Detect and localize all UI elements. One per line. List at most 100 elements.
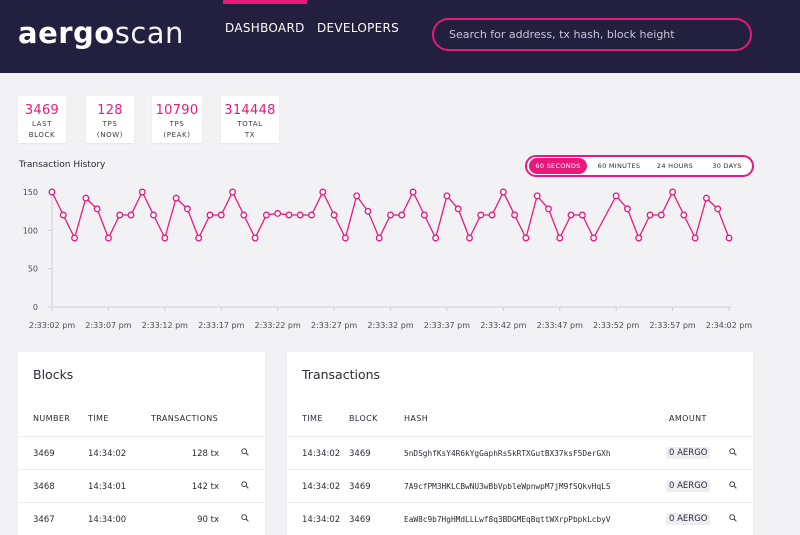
stat-label-line1: TOTAL [237,120,263,128]
data-point [217,211,225,219]
data-point [511,211,519,219]
stat-label-line1: TPS [169,120,185,128]
data-point [612,192,620,200]
block-tx-count: 142 tx [191,482,219,492]
range-60-minutes[interactable]: 60 MINUTES [593,158,645,174]
tx-time: 14:34:02 [302,449,341,459]
range-60-seconds[interactable]: 60 SECONDS [529,158,587,174]
table-row[interactable]: 3467 14:34:00 90 tx [18,502,265,535]
data-point [59,211,67,219]
data-point [206,211,214,219]
data-point [93,205,101,213]
data-point [229,188,236,196]
table-row[interactable]: 14:34:02 3469 EaW8c9b7HgHMdLLLwf8q3BDGME… [287,502,753,535]
tx-hash[interactable]: 5nDSghfKsY4R6kYgGaphRsSkRTXGutBX37ksF5De… [404,449,611,458]
x-tick-label: 2:33:57 pm [649,321,695,330]
data-point [702,194,710,202]
stat-label-line2: BLOCK [28,131,56,139]
tx-block[interactable]: 3469 [349,482,371,492]
block-time: 14:34:02 [88,449,127,459]
data-point [646,211,654,219]
data-point [669,188,677,196]
table-row[interactable]: 14:34:02 3469 5nDSghfKsY4R6kYgGaphRsSkRT… [287,436,753,469]
nav-dashboard[interactable]: DASHBOARD [223,0,307,35]
y-tick-label: 50 [28,265,38,274]
logo-light-text: scan [114,16,184,50]
data-point [387,211,394,219]
stat-label-line1: TPS [102,120,118,128]
transactions-title: Transactions [302,367,381,382]
search-box [432,18,752,51]
data-point [533,192,541,200]
stat-label-line2: TX [244,131,256,139]
col-transactions: TRANSACTIONS [151,414,219,423]
table-row[interactable]: 3468 14:34:01 142 tx [18,469,265,502]
x-tick-label: 2:33:52 pm [593,321,639,330]
magnifier-icon[interactable] [729,514,737,522]
col-block: BLOCK [349,414,378,423]
y-tick-label: 100 [23,226,38,235]
x-tick-label: 2:33:17 pm [198,321,244,330]
block-tx-count: 90 tx [197,515,219,525]
data-point [296,211,304,219]
search-input[interactable] [434,20,750,49]
data-point [161,234,169,242]
data-point [725,234,733,242]
data-point [71,234,79,242]
col-number: NUMBER [33,414,71,423]
data-point [82,194,90,202]
table-row[interactable]: 3469 14:34:02 128 tx [18,436,265,469]
tx-time: 14:34:02 [302,515,341,525]
data-point [635,234,643,242]
transactions-panel: Transactions TIME BLOCK HASH AMOUNT 14:3… [287,352,753,535]
magnifier-icon[interactable] [729,481,737,489]
data-point [556,234,564,242]
tx-amount: 0 AERGO [666,480,711,492]
x-tick-label: 2:33:02 pm [29,321,75,330]
data-point [477,211,485,219]
table-row[interactable]: 14:34:02 3469 7A9cfPM3HKLCBwNU3wBbVpbleW… [287,469,753,502]
block-time: 14:34:00 [88,515,127,525]
tx-hash[interactable]: EaW8c9b7HgHMdLLLwf8q3BDGMEqBqttWXrpPbpkL… [404,515,611,524]
range-30-days[interactable]: 30 DAYS [705,158,749,174]
block-number[interactable]: 3469 [33,449,55,459]
data-point [195,234,203,242]
col-hash: HASH [404,414,429,423]
stat-last-block: 3469 LAST BLOCK [18,96,66,143]
tx-block[interactable]: 3469 [349,449,371,459]
col-time: TIME [88,414,109,423]
magnifier-icon[interactable] [241,514,249,522]
stat-total-tx: 314448 TOTAL TX [221,96,279,143]
magnifier-icon[interactable] [241,448,249,456]
data-point [116,211,124,219]
data-point [691,234,699,242]
block-number[interactable]: 3467 [33,515,55,525]
tx-hash[interactable]: 7A9cfPM3HKLCBwNU3wBbVpbleWpnwpM7jM9fSQkv… [404,482,611,491]
data-point [364,207,372,215]
transaction-history-chart: 0 50 100 150 2:33:02 pm 2:33:07 pm 2:33:12 pm 2… [23,188,752,330]
data-point [150,211,157,219]
nav-developers[interactable]: DEVELOPERS [317,21,400,35]
aergoscan-logo[interactable]: aergoscan [18,16,184,50]
top-header: aergoscan DASHBOARD DEVELOPERS [0,0,800,73]
stat-value: 3469 [24,103,60,118]
tx-time: 14:34:02 [302,482,341,492]
data-point [274,210,282,217]
tx-amount: 0 AERGO [666,513,711,525]
range-24-hours[interactable]: 24 HOURS [653,158,697,174]
magnifier-icon[interactable] [729,448,737,456]
magnifier-icon[interactable] [241,481,249,489]
block-number[interactable]: 3468 [33,482,55,492]
x-tick-label: 2:33:12 pm [142,321,188,330]
tx-block[interactable]: 3469 [349,515,371,525]
data-point [251,234,259,242]
tx-amount: 0 AERGO [666,447,711,459]
stat-value: 128 [97,103,123,118]
x-tick-label: 2:33:22 pm [255,321,301,330]
stat-label-line2: (PEAK) [163,131,191,139]
x-tick-label: 2:33:07 pm [85,321,131,330]
x-tick-label: 2:33:42 pm [480,321,526,330]
chart-title: Transaction History [19,160,106,170]
data-point [375,234,383,242]
data-point [319,188,327,196]
